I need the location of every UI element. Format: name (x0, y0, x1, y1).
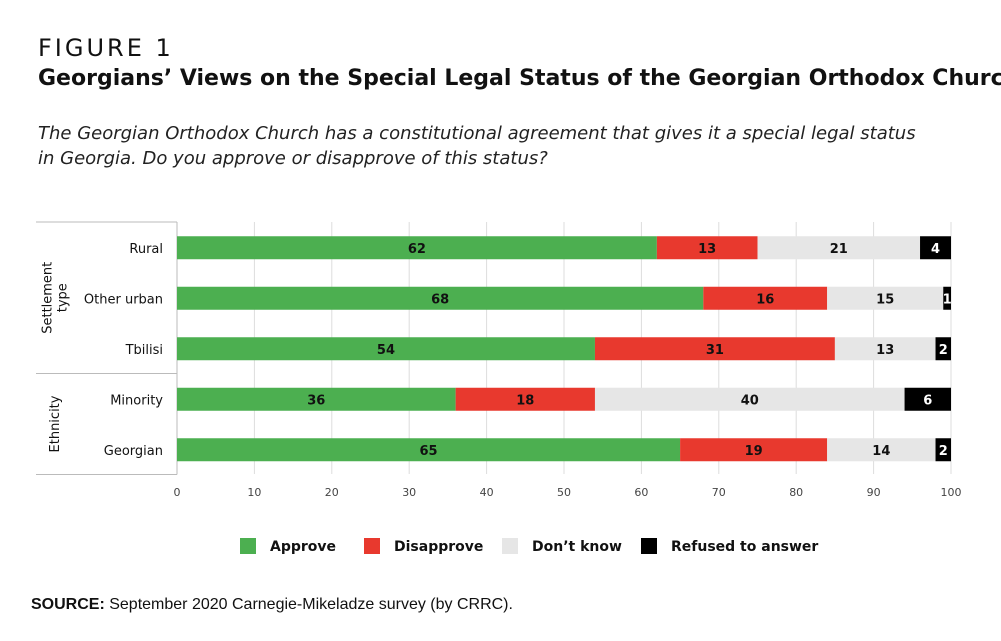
legend-label: Approve (270, 539, 336, 555)
data-label: 1 (943, 292, 952, 307)
group-label-word: type (56, 283, 71, 312)
bar-segment (455, 387, 595, 411)
bar-segment (757, 236, 921, 260)
data-label: 54 (377, 343, 395, 358)
bar-segment (943, 286, 951, 310)
bar-segment (935, 438, 951, 462)
legend-swatch (502, 538, 518, 554)
category-label: Other urban (84, 292, 163, 307)
data-label: 2 (939, 444, 948, 459)
group-label-word: Settlement (41, 262, 56, 334)
bar-segment (834, 337, 936, 361)
source-line: SOURCE: September 2020 Carnegie-Mikeladz… (31, 596, 513, 614)
bar-segment (177, 286, 704, 310)
chart-subtitle: The Georgian Orthodox Church has a const… (38, 123, 916, 169)
bar-segment (827, 438, 936, 462)
bar-segment (177, 438, 681, 462)
x-tick-label: 90 (867, 486, 881, 499)
data-label: 65 (420, 444, 438, 459)
data-label: 15 (876, 292, 894, 307)
legend-swatch (364, 538, 380, 554)
category-label: Georgian (104, 444, 163, 459)
category-label: Rural (129, 242, 163, 257)
data-label: 2 (939, 343, 948, 358)
source-text: September 2020 Carnegie-Mikeladze survey… (109, 596, 513, 613)
x-tick-label: 40 (480, 486, 494, 499)
x-tick-label: 0 (174, 486, 181, 499)
bar-segment (594, 387, 905, 411)
bar-segment (920, 236, 951, 260)
bar-segment (827, 286, 944, 310)
figure-label: FIGURE 1 (38, 34, 174, 62)
data-label: 4 (931, 242, 940, 257)
source-label: SOURCE: (31, 596, 105, 613)
legend-label: Don’t know (532, 539, 622, 555)
category-label: Tbilisi (125, 343, 163, 358)
x-tick-label: 30 (402, 486, 416, 499)
data-label: 36 (307, 393, 325, 408)
x-tick-label: 60 (634, 486, 648, 499)
bar-segment (177, 236, 657, 260)
x-tick-label: 20 (325, 486, 339, 499)
bar-segment (177, 387, 456, 411)
x-tick-label: 10 (247, 486, 261, 499)
data-label: 68 (431, 292, 449, 307)
group-label: Settlementtype (41, 262, 71, 334)
group-label: Ethnicity (48, 395, 63, 452)
data-label: 21 (830, 242, 848, 257)
x-tick-label: 70 (712, 486, 726, 499)
legend-swatch (240, 538, 256, 554)
legend-label: Disapprove (394, 539, 483, 555)
bar-segment (594, 337, 835, 361)
data-label: 14 (872, 444, 890, 459)
legend-label: Refused to answer (671, 539, 818, 555)
data-label: 13 (698, 242, 716, 257)
chart-title: Georgians’ Views on the Special Legal St… (38, 66, 1001, 91)
x-tick-label: 50 (557, 486, 571, 499)
x-tick-label: 80 (789, 486, 803, 499)
data-label: 6 (923, 393, 932, 408)
data-label: 19 (745, 444, 763, 459)
bar-segment (680, 438, 828, 462)
bar-segment (656, 236, 758, 260)
data-label: 62 (408, 242, 426, 257)
data-label: 31 (706, 343, 724, 358)
data-label: 40 (741, 393, 759, 408)
bar-segment (177, 337, 595, 361)
legend-swatch (641, 538, 657, 554)
data-label: 13 (876, 343, 894, 358)
bar-segment (904, 387, 951, 411)
data-label: 16 (756, 292, 774, 307)
bar-segment (703, 286, 828, 310)
bar-segment (935, 337, 951, 361)
category-label: Minority (110, 393, 163, 408)
x-tick-label: 100 (941, 486, 962, 499)
data-label: 18 (516, 393, 534, 408)
